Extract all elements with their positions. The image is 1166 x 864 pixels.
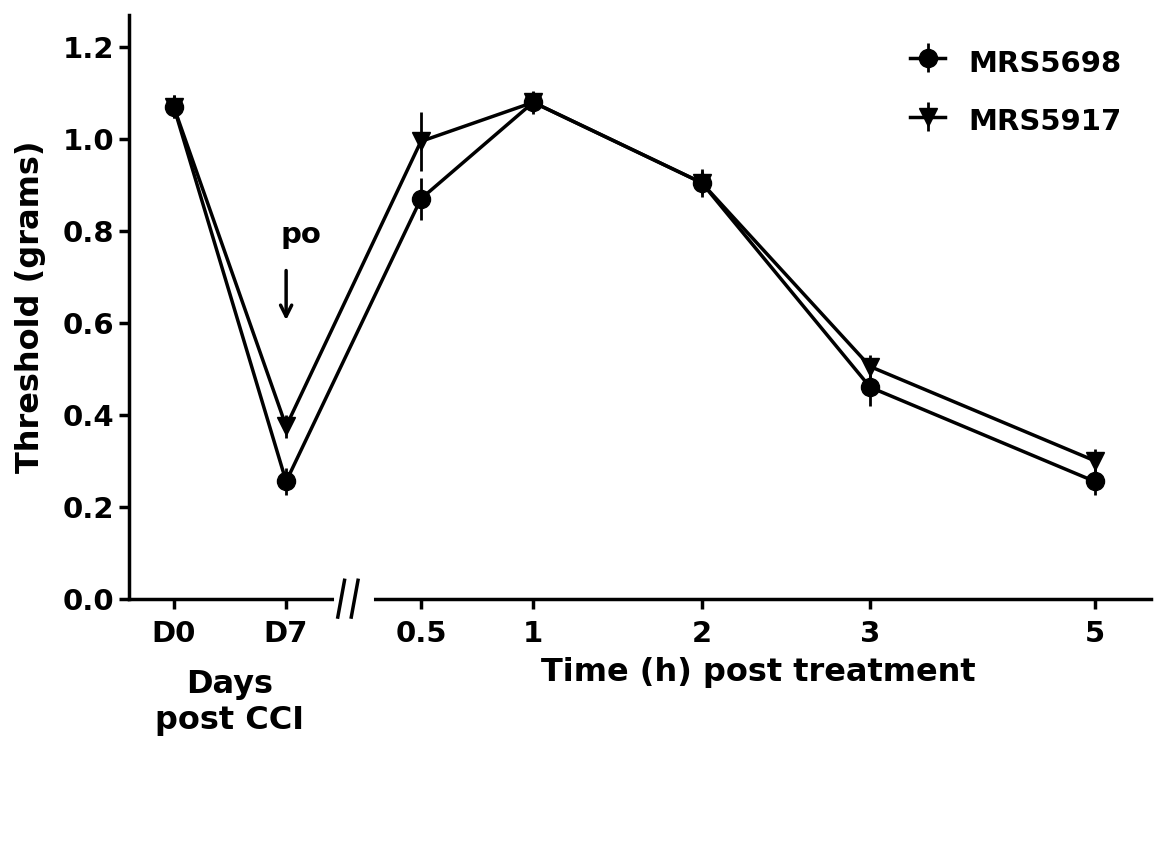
Y-axis label: Threshold (grams): Threshold (grams) bbox=[15, 141, 45, 473]
Text: po: po bbox=[281, 221, 322, 250]
Text: Time (h) post treatment: Time (h) post treatment bbox=[541, 657, 975, 688]
Legend: MRS5698, MRS5917: MRS5698, MRS5917 bbox=[895, 29, 1137, 153]
Text: Days
post CCI: Days post CCI bbox=[155, 669, 304, 735]
